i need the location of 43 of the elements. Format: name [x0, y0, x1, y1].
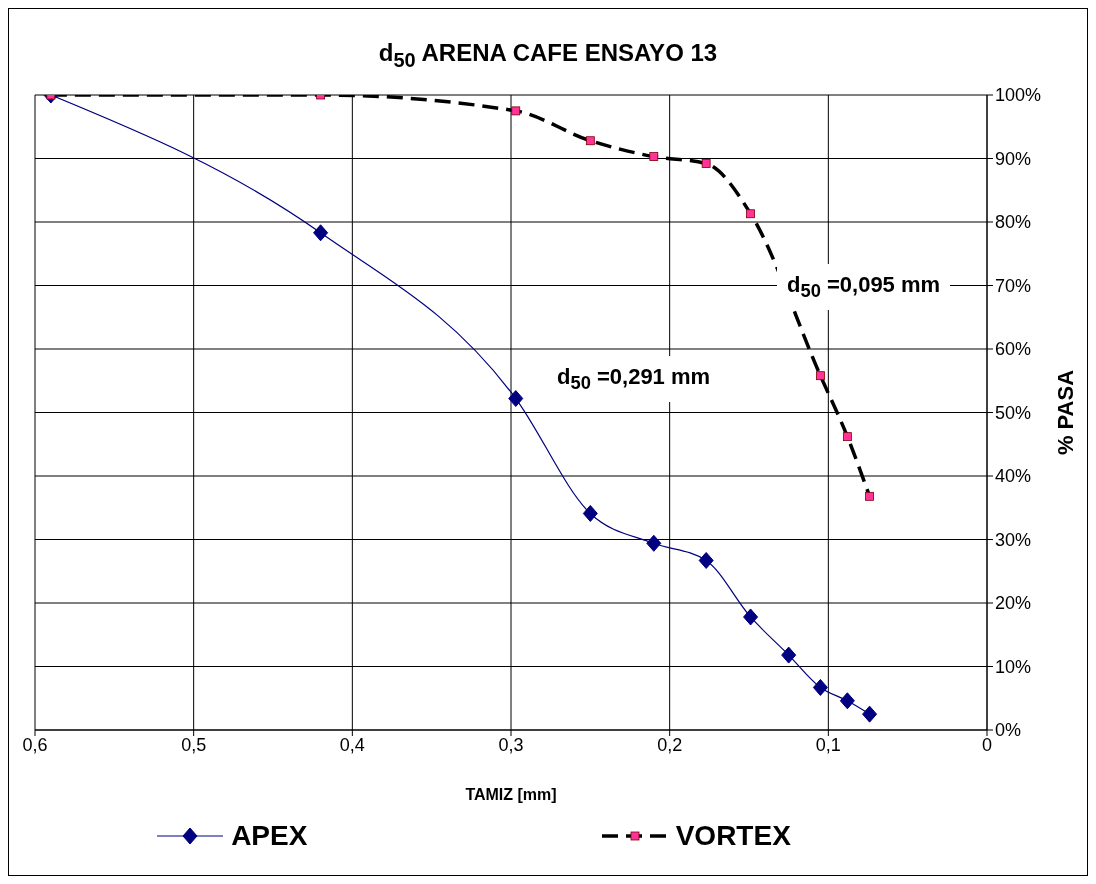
point — [865, 491, 874, 501]
point — [816, 371, 825, 381]
annotation: d$_{50}$ =0,095 mm — [777, 264, 951, 311]
y-tick-label: 0% — [995, 720, 1022, 741]
x-tick-label: 0,3 — [498, 734, 524, 755]
y-tick-label: 40% — [995, 466, 1032, 487]
point — [701, 159, 711, 168]
y-tick-label: 30% — [995, 529, 1032, 550]
point — [585, 136, 595, 146]
y-tick-label: 20% — [995, 593, 1032, 614]
y-tick-label: 10% — [995, 656, 1032, 677]
annotation: d$_{50}$ =0,291 mm — [547, 356, 721, 403]
x-tick-label: 0 — [981, 734, 993, 755]
x-tick-label: 0,1 — [815, 734, 841, 755]
point — [646, 534, 662, 552]
x-tick-label: 0,4 — [339, 734, 365, 755]
point — [781, 646, 797, 664]
point — [743, 608, 759, 626]
point — [839, 692, 855, 710]
point — [842, 432, 852, 442]
point — [582, 504, 598, 522]
point — [698, 551, 714, 569]
y-tick-label: 50% — [995, 402, 1032, 423]
y-tick-label: 90% — [995, 148, 1032, 169]
x-tick-label: 0,5 — [181, 734, 207, 755]
x-tick-label: 0,2 — [657, 734, 683, 755]
y-tick-label: 60% — [995, 339, 1032, 360]
x-axis-title: TAMIZ [mm] — [465, 786, 557, 803]
legend-label: VORTEX — [675, 820, 791, 852]
point — [511, 106, 521, 116]
y-tick-label: 100% — [995, 85, 1042, 106]
point — [812, 678, 828, 696]
y-axis-title: % PASA — [1052, 369, 1078, 456]
point — [862, 705, 878, 723]
point — [746, 209, 755, 219]
y-tick-label: 70% — [995, 275, 1032, 296]
point — [649, 152, 659, 161]
legend-label: APEX — [231, 820, 308, 852]
point — [508, 390, 524, 408]
y-tick-label: 80% — [995, 212, 1032, 233]
x-tick-label: 0,6 — [22, 734, 48, 755]
chart-title: d$_{50}$ ARENA CAFE ENSAYO 13 — [377, 38, 719, 73]
point — [313, 224, 329, 242]
